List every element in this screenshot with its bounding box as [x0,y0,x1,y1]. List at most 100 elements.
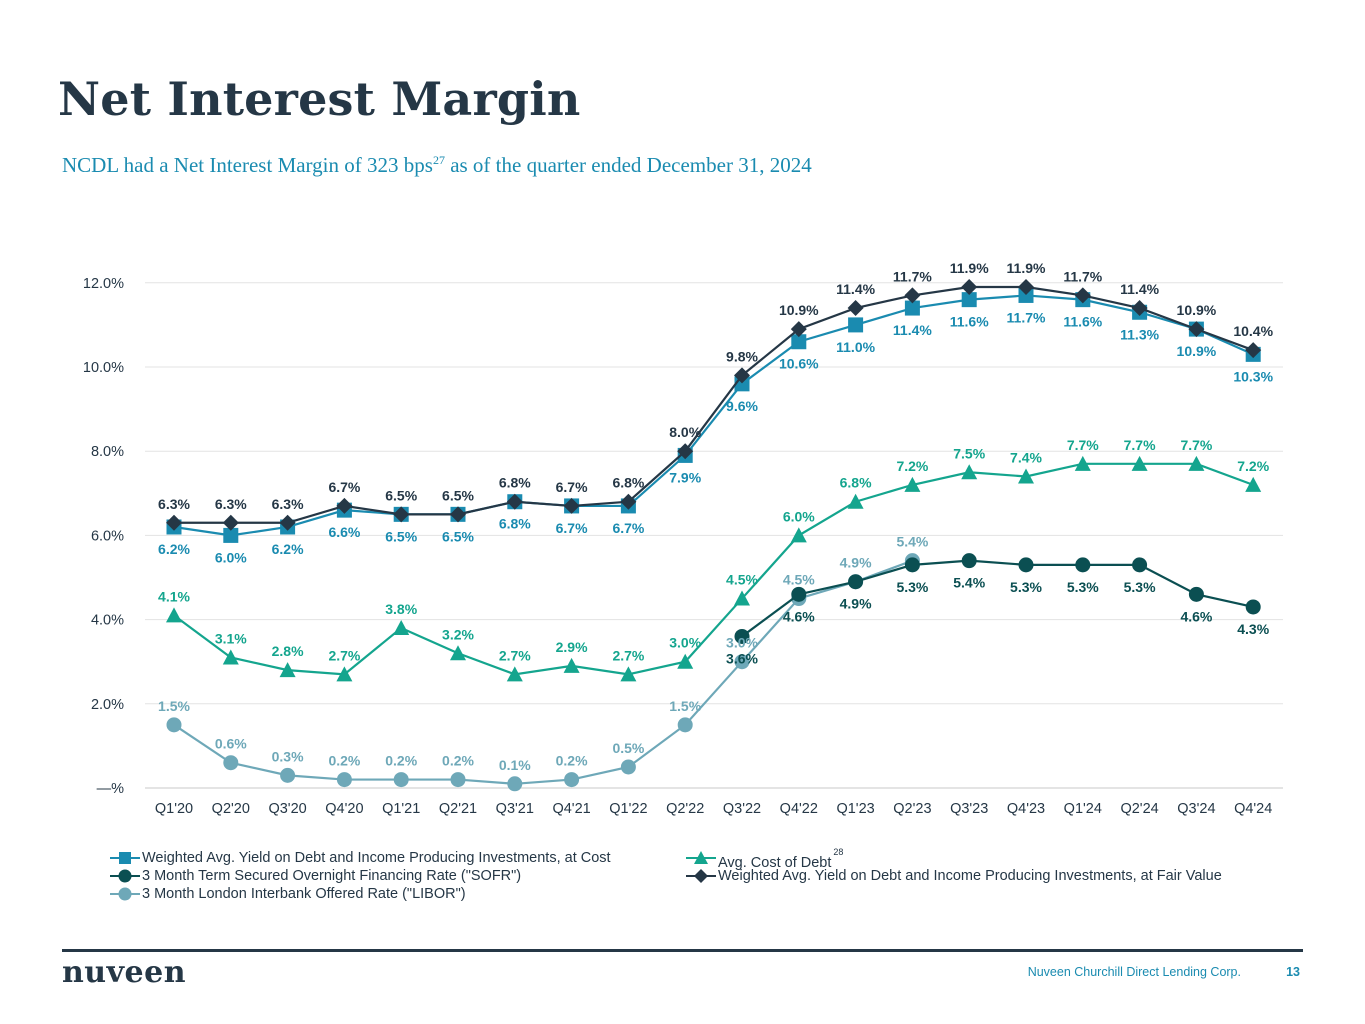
data-label: 6.7% [328,479,360,495]
data-point-diamond [222,514,239,531]
data-label: 6.0% [215,549,247,565]
x-tick-label: Q3'22 [723,801,761,817]
data-point-square [904,300,920,316]
data-point-triangle [1074,455,1091,471]
data-point-circle [1245,599,1261,615]
data-label: 11.4% [836,281,875,297]
x-tick-label: Q2'23 [893,801,931,817]
data-point-circle [620,759,636,775]
data-point-triangle [847,493,864,509]
y-tick-label: 6.0% [91,528,124,544]
footer-divider [62,949,1303,952]
data-point-diamond [563,497,580,514]
data-label: 2.9% [556,639,588,655]
data-label: 4.6% [1180,608,1212,624]
data-point-square [223,527,239,543]
data-label: 11.6% [950,314,989,330]
data-label: 3.2% [442,626,474,642]
data-label: 6.7% [556,520,588,536]
legend-label: 3 Month London Interbank Offered Rate ("… [142,886,466,902]
data-label: 6.5% [385,487,417,503]
data-point-diamond [1131,300,1148,317]
data-point-circle [734,628,750,644]
data-label: 6.3% [272,496,304,512]
x-tick-label: Q2'21 [439,801,477,817]
data-label: 10.9% [1177,343,1217,359]
data-label: 5.4% [896,534,928,550]
data-point-diamond [904,287,921,304]
data-label: 9.8% [726,348,758,364]
series-line [741,559,1254,638]
data-point-diamond [1245,342,1262,359]
data-point-circle [223,755,239,771]
data-point-square [1018,287,1034,303]
data-point-triangle [1131,455,1148,471]
data-label: 0.5% [612,740,644,756]
data-point-circle [904,557,920,573]
data-label: 11.7% [1063,268,1102,284]
data-point-triangle [1018,468,1034,484]
data-point-square [961,292,977,308]
data-label: 6.8% [499,516,531,532]
data-point-triangle [166,607,182,623]
data-label: 4.5% [783,572,815,588]
subtitle-text: NCDL had a Net Interest Margin of 323 bp… [62,153,433,177]
x-tick-label: Q4'22 [780,801,818,817]
legend-marker-diamond [686,869,716,883]
data-point-triangle [790,527,807,543]
data-point-diamond [279,514,296,531]
data-label: 1.5% [158,698,190,714]
data-label: 8.0% [669,424,701,440]
x-tick-label: Q2'24 [1120,801,1158,817]
x-tick-label: Q1'24 [1064,801,1102,817]
data-label: 0.2% [442,753,474,769]
data-label: 4.9% [840,596,872,612]
x-tick-label: Q4'24 [1234,801,1272,817]
data-point-diamond [961,279,978,296]
data-point-triangle [734,590,750,606]
data-label: 6.7% [556,479,588,495]
data-point-circle [336,772,352,788]
data-point-circle [791,586,807,602]
legend-marker-circle [110,887,140,901]
legend-marker-circle [110,869,140,883]
data-label: 6.6% [328,524,360,540]
data-point-triangle [563,657,580,673]
data-label: 7.4% [1010,449,1042,465]
data-label: 0.2% [385,753,417,769]
data-label: 2.7% [612,647,644,663]
data-point-triangle [1245,476,1262,492]
series-line [173,559,913,785]
data-point-diamond [166,514,182,531]
data-label: 0.3% [272,748,304,764]
data-point-circle [1132,557,1148,573]
x-tick-label: Q2'22 [666,801,704,817]
data-point-circle [507,776,523,792]
x-tick-label: Q1'23 [836,801,874,817]
data-label: 4.3% [1237,621,1269,637]
legend-label: Weighted Avg. Yield on Debt and Income P… [718,868,1222,884]
legend-label-text: Avg. Cost of Debt [718,854,832,871]
data-label: 3.6% [726,650,758,666]
data-point-diamond [620,493,637,510]
y-tick-label: 4.0% [91,613,124,629]
data-label: 11.4% [1120,281,1159,297]
page-number: 13 [1286,965,1300,979]
data-label: 0.6% [215,736,247,752]
data-label: 7.9% [669,469,701,485]
data-label: 9.6% [726,398,758,414]
data-point-diamond [393,506,410,523]
data-point-circle [734,654,750,670]
legend-marker-triangle [686,851,716,864]
data-point-diamond [847,300,864,317]
x-tick-label: Q1'22 [609,801,647,817]
data-label: 10.4% [1233,323,1273,339]
subtitle-footnote: 27 [432,153,445,167]
data-point-diamond [1074,287,1091,304]
data-label: 2.7% [328,647,360,663]
data-label: 6.3% [215,496,247,512]
data-point-diamond [1188,321,1205,338]
data-label: 6.0% [783,508,815,524]
data-point-triangle [450,645,466,661]
